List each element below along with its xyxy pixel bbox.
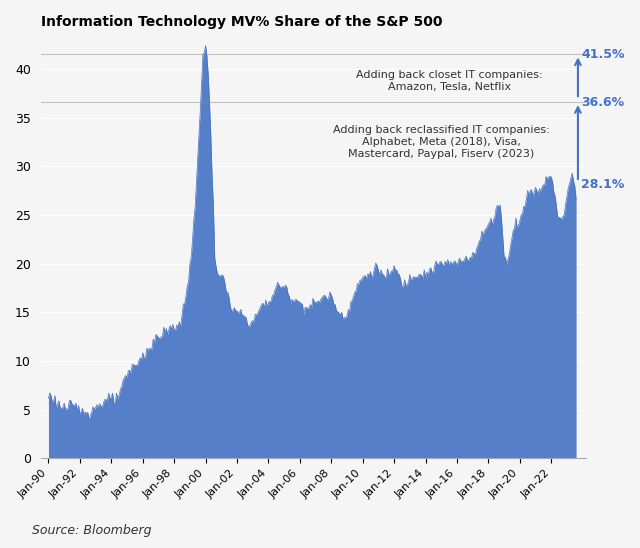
Text: Adding back reclassified IT companies:
Alphabet, Meta (2018), Visa,
Mastercard, : Adding back reclassified IT companies: A… (333, 125, 550, 158)
Text: Source: Bloomberg: Source: Bloomberg (32, 524, 152, 537)
Text: Adding back closet IT companies:
Amazon, Tesla, Netflix: Adding back closet IT companies: Amazon,… (356, 70, 543, 92)
Text: Information Technology MV% Share of the S&P 500: Information Technology MV% Share of the … (40, 15, 442, 29)
Text: 41.5%: 41.5% (581, 48, 625, 61)
Text: 28.1%: 28.1% (581, 178, 625, 191)
Text: 36.6%: 36.6% (581, 96, 624, 109)
